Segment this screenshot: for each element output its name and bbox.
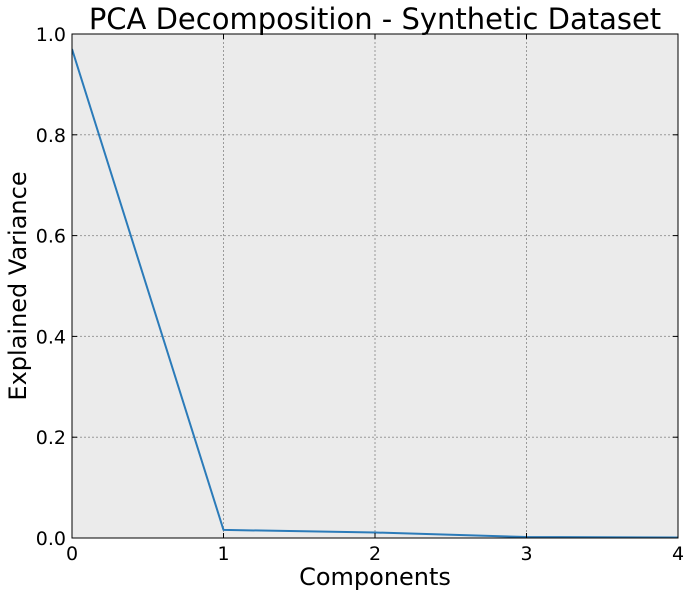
x-tick-label: 4	[672, 543, 684, 565]
x-tick-label: 1	[217, 543, 229, 565]
y-tick-label: 0.2	[36, 427, 66, 449]
y-tick-label: 1.0	[36, 24, 66, 46]
y-tick-label: 0.0	[36, 528, 66, 550]
y-tick-label: 0.8	[36, 125, 66, 147]
y-tick-label: 0.4	[36, 326, 66, 348]
ticks: 0 1 2 3 4 0.0 0.2 0.4 0.6 0.8 1.0	[36, 24, 684, 565]
grid	[72, 34, 678, 538]
x-tick-label: 2	[369, 543, 381, 565]
series-line	[72, 48, 678, 538]
series-layer	[72, 48, 678, 538]
x-tick-label: 3	[520, 543, 532, 565]
x-axis-label: Components	[299, 563, 451, 591]
x-tick-label: 0	[66, 543, 78, 565]
chart-title: PCA Decomposition - Synthetic Dataset	[89, 2, 661, 36]
y-axis-label: Explained Variance	[4, 171, 32, 400]
y-tick-label: 0.6	[36, 226, 66, 248]
